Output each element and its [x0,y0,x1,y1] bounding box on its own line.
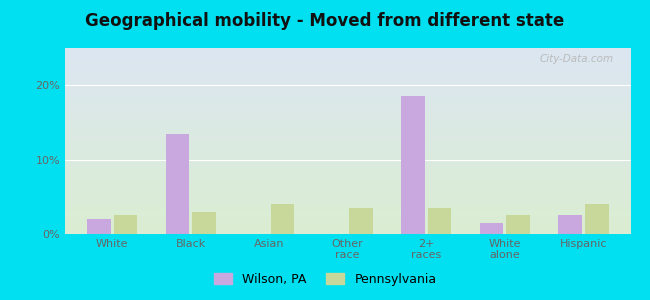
Bar [192,212,216,234]
Legend: Wilson, PA, Pennsylvania: Wilson, PA, Pennsylvania [209,268,441,291]
Bar [585,204,608,234]
Bar [558,215,582,234]
Bar [271,204,294,234]
Bar [506,215,530,234]
Bar [87,219,111,234]
Bar [166,134,189,234]
Bar [114,215,137,234]
Bar [401,96,424,234]
Bar [349,208,373,234]
Text: City-Data.com: City-Data.com [540,54,614,64]
Bar [480,223,503,234]
Text: Geographical mobility - Moved from different state: Geographical mobility - Moved from diffe… [85,12,565,30]
Bar [428,208,451,234]
